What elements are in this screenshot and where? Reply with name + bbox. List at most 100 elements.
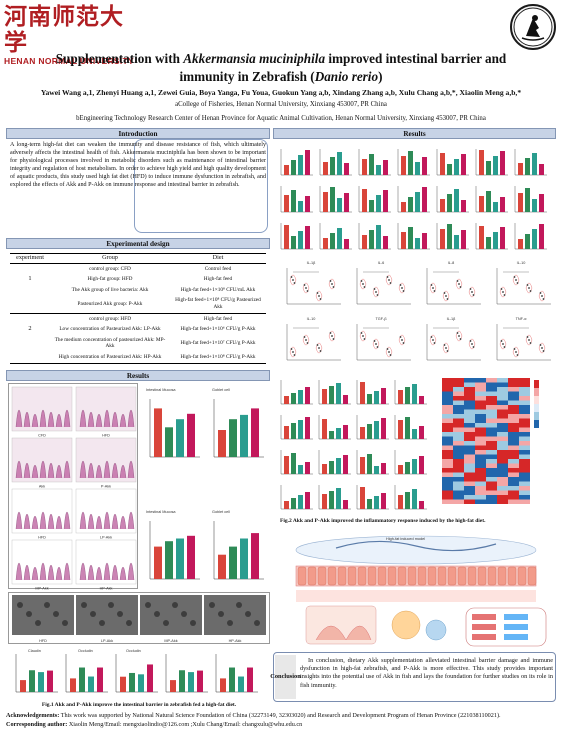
heatmap-cell: [453, 472, 464, 477]
data-point: [541, 347, 543, 349]
bar: [374, 391, 379, 404]
bar: [525, 234, 530, 249]
table-row: Pasteurized Akk group: P-Akk High-fat fee…: [10, 295, 266, 314]
histology-label: P-Akk: [101, 485, 111, 489]
heatmap-cell: [508, 468, 519, 473]
bar: [369, 154, 374, 175]
heatmap-cell: [497, 495, 508, 500]
violin: [512, 274, 520, 286]
heatmap-cell: [486, 382, 497, 387]
bar: [454, 235, 459, 249]
heatmap-cell: [464, 409, 475, 414]
heatmap-cell: [453, 405, 464, 410]
data-point: [526, 336, 529, 338]
data-point: [331, 335, 333, 337]
heatmap-cell: [453, 409, 464, 414]
histology-image: P-Akk: [75, 437, 137, 489]
bar: [415, 238, 420, 249]
data-point: [373, 288, 376, 290]
heatmap-cell: [442, 423, 453, 428]
heatmap-cell: [464, 400, 475, 405]
heatmap-cell: [453, 396, 464, 401]
heatmap-cell: [453, 414, 464, 419]
bar: [381, 463, 386, 474]
heatmap-cell: [442, 414, 453, 419]
heatmap-cell: [519, 495, 530, 500]
bar: [454, 189, 459, 212]
histology-image: LP-Akk: [75, 488, 137, 540]
conclusion-box: [273, 652, 556, 702]
em-image: [12, 595, 74, 635]
bar: [532, 199, 537, 212]
heatmap-cell: [508, 445, 519, 450]
violin: [468, 338, 476, 350]
heatmap-legend-swatch: [534, 412, 539, 420]
data-point: [319, 350, 322, 352]
heatmap-cell: [508, 495, 519, 500]
heatmap-cell: [453, 441, 464, 446]
data-point: [469, 340, 472, 342]
heatmap-cell: [442, 427, 453, 432]
experimental-design-header: Experimental design: [6, 238, 270, 249]
heatmap-cell: [453, 499, 464, 504]
heatmap-cell: [442, 391, 453, 396]
heatmap-cell: [519, 472, 530, 477]
heatmap-cell: [475, 459, 486, 464]
table-row: The medium concentration of pasteurized …: [10, 335, 266, 352]
bar: [383, 190, 388, 212]
heatmap-cell: [475, 414, 486, 419]
bar: [188, 672, 194, 692]
bar: [291, 393, 296, 404]
heatmap-cell: [464, 418, 475, 423]
heatmap-cell: [497, 405, 508, 410]
cytokine-title: IL-10: [307, 317, 316, 321]
data-point: [386, 276, 389, 278]
heatmap-cell: [508, 427, 519, 432]
em-label: HFD: [39, 639, 47, 643]
heatmap-cell: [453, 463, 464, 468]
ack-label: Acknowledgements:: [6, 712, 60, 719]
violin: [525, 334, 533, 346]
heatmap-cell: [464, 495, 475, 500]
bar: [138, 674, 144, 692]
violin: [398, 334, 406, 346]
em-feature: [236, 602, 242, 608]
bar: [97, 667, 103, 692]
heatmap-cell: [453, 445, 464, 450]
heatmap-cell: [442, 454, 453, 459]
bar: [330, 187, 335, 212]
heatmap-cell: [486, 396, 497, 401]
bar: [329, 491, 334, 509]
data-point: [376, 346, 379, 348]
bar: [337, 198, 342, 212]
heatmap-cell: [475, 472, 486, 477]
heatmap-cell: [475, 387, 486, 392]
bar: [20, 680, 26, 692]
data-point: [443, 344, 446, 346]
data-point: [542, 298, 545, 300]
heatmap-cell: [497, 450, 508, 455]
bar: [220, 678, 226, 692]
gene-title-claudin: Claudin: [28, 649, 41, 653]
villus: [307, 566, 317, 586]
em-feature: [209, 602, 215, 608]
heatmap-cell: [475, 486, 486, 491]
table-cell-diet: High-fat feed+1×10⁸ CFU/g P-Akk: [180, 353, 256, 360]
heatmap-cell: [464, 436, 475, 441]
heatmap-cell: [508, 436, 519, 441]
violin: [512, 346, 520, 358]
heatmap-cell: [442, 463, 453, 468]
table-header-diet: Diet: [170, 253, 266, 264]
data-point: [469, 288, 472, 290]
heatmap-cell: [486, 441, 497, 446]
heatmap-cell: [486, 445, 497, 450]
heatmap-cell: [442, 387, 453, 392]
villus: [487, 566, 497, 586]
bar: [218, 430, 226, 457]
em-feature: [90, 611, 96, 617]
gene-title-occludin-2: Occludin: [126, 649, 141, 653]
conclusion-text: In conclusion, dietary Akk supplementati…: [300, 657, 553, 689]
table-row: control group: HFD High-fat feed: [10, 313, 266, 324]
bar: [412, 459, 417, 474]
bar: [454, 159, 459, 175]
